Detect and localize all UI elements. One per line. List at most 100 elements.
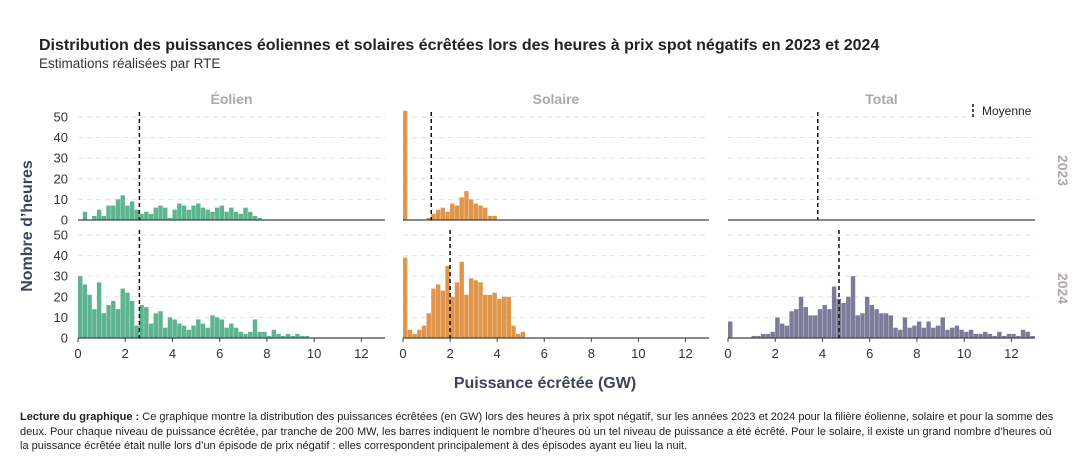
x-tick-label: 8 xyxy=(588,346,595,361)
x-tick-label: 0 xyxy=(74,346,81,361)
bar xyxy=(205,327,210,338)
bar xyxy=(751,335,757,338)
bar xyxy=(115,199,121,220)
bar xyxy=(464,191,469,220)
bar xyxy=(445,211,450,220)
bar xyxy=(968,329,974,338)
x-tick-label: 8 xyxy=(263,346,270,361)
bar xyxy=(412,333,417,338)
bar xyxy=(765,333,771,338)
bar xyxy=(907,327,912,338)
bar xyxy=(798,296,804,338)
x-tick-label: 10 xyxy=(631,346,645,361)
bar xyxy=(115,309,121,338)
bar xyxy=(784,325,790,338)
x-tick-label: 10 xyxy=(957,346,971,361)
bar xyxy=(515,333,521,338)
bar xyxy=(841,302,846,338)
bar xyxy=(134,209,140,220)
bar xyxy=(229,207,234,220)
y-tick-label: 50 xyxy=(54,228,68,243)
bar xyxy=(860,313,865,338)
bar xyxy=(454,282,460,338)
bar xyxy=(181,205,187,220)
bar xyxy=(454,205,460,220)
bar xyxy=(92,215,97,220)
x-tick-label: 12 xyxy=(354,346,368,361)
bar xyxy=(129,300,135,338)
bar xyxy=(935,325,941,338)
x-tick-label: 6 xyxy=(866,346,873,361)
bar xyxy=(417,329,422,338)
reading-note-text: Ce graphique montre la distribution des … xyxy=(20,411,1054,452)
bar xyxy=(106,305,111,338)
bar xyxy=(403,257,408,338)
bar xyxy=(177,203,182,220)
bar xyxy=(129,201,135,220)
bar xyxy=(492,292,497,338)
x-tick-label: 4 xyxy=(819,346,826,361)
bar xyxy=(153,207,158,220)
bar xyxy=(148,213,154,220)
bar xyxy=(158,311,163,338)
bar xyxy=(111,205,116,220)
bar xyxy=(1001,335,1007,338)
bar xyxy=(106,205,111,220)
panel-eolien-2024: 0 10 20 30 40 50 0 2 4 6 8 10 12 xyxy=(54,228,385,361)
bar xyxy=(836,298,842,338)
bar xyxy=(1030,335,1035,338)
bar xyxy=(926,321,931,338)
bar xyxy=(233,211,239,220)
bar xyxy=(290,335,295,338)
bar xyxy=(940,317,945,338)
bar xyxy=(257,331,262,338)
bar xyxy=(186,209,192,220)
bar xyxy=(191,325,196,338)
bar xyxy=(167,317,173,338)
reading-note: Lecture du graphique : Ce graphique mont… xyxy=(20,410,1060,454)
bar xyxy=(205,209,210,220)
bar xyxy=(158,205,163,220)
bar xyxy=(214,207,220,220)
bar xyxy=(817,309,823,338)
bar xyxy=(172,319,177,338)
bar xyxy=(459,261,464,338)
y-tick-label: 50 xyxy=(54,110,68,125)
y-tick-label: 20 xyxy=(54,171,68,186)
y-tick-label: 40 xyxy=(54,248,68,263)
bar xyxy=(761,333,766,338)
bar xyxy=(111,300,116,338)
bar xyxy=(520,331,526,338)
panel-eolien-2023: 0 10 20 30 40 50 xyxy=(54,110,385,228)
bar xyxy=(869,305,875,338)
bar xyxy=(492,215,497,220)
x-axis-label: Puissance écrêtée (GW) xyxy=(454,375,636,392)
bar xyxy=(483,207,488,220)
bar xyxy=(770,331,775,338)
x-tick-label: 4 xyxy=(169,346,176,361)
bar xyxy=(125,292,130,338)
bar xyxy=(120,288,125,338)
bar xyxy=(964,331,969,338)
y-tick-label: 30 xyxy=(54,151,68,166)
bar xyxy=(808,315,813,338)
bar xyxy=(304,335,310,338)
bar xyxy=(82,211,88,220)
bar xyxy=(144,307,149,338)
bar xyxy=(101,313,107,338)
bar xyxy=(450,296,455,338)
bar xyxy=(248,211,253,220)
bar xyxy=(214,317,220,338)
bar xyxy=(483,294,488,338)
bar xyxy=(978,333,983,338)
bar xyxy=(200,323,206,338)
bar xyxy=(501,296,507,338)
bar xyxy=(511,325,516,338)
bar xyxy=(299,335,305,338)
bar xyxy=(1025,331,1030,338)
bar xyxy=(983,331,988,338)
bar xyxy=(144,211,149,220)
bar xyxy=(224,211,229,220)
x-tick-label: 0 xyxy=(724,346,731,361)
